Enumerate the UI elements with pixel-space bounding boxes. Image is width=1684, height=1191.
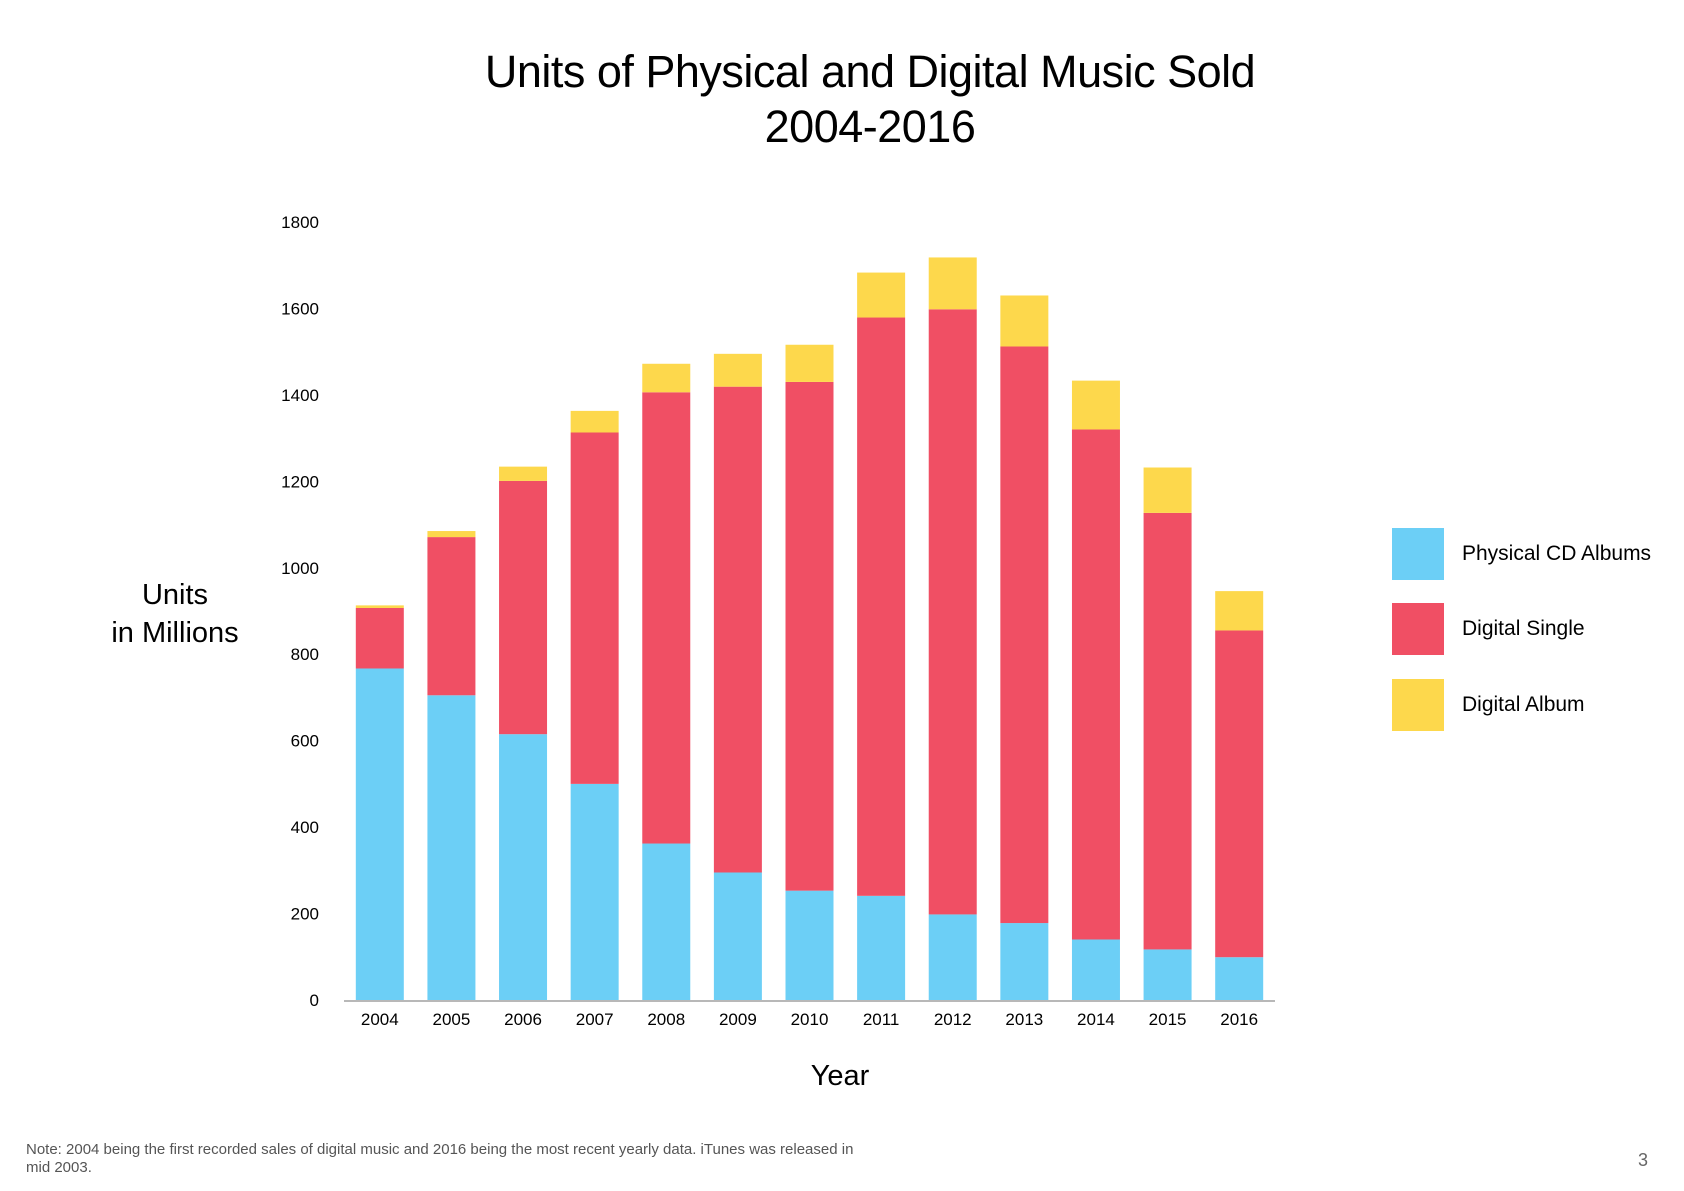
bar-segment-2013-digital-single	[1000, 346, 1049, 924]
bar-segment-2009-digital-album	[713, 353, 762, 387]
bar-segment-2008-digital-single	[642, 392, 691, 844]
legend-swatch-digital-single	[1392, 603, 1444, 655]
x-tick-label: 2015	[1149, 1010, 1187, 1029]
y-tick-label: 800	[291, 645, 319, 664]
y-tick-label: 400	[291, 818, 319, 837]
bar-segment-2009-physical-cd-albums	[713, 872, 762, 1000]
bar-segment-2014-digital-single	[1071, 429, 1120, 940]
x-tick-label: 2012	[934, 1010, 972, 1029]
bar-segment-2011-digital-single	[857, 317, 906, 896]
y-tick-label: 1800	[281, 213, 319, 232]
bar-segment-2010-digital-album	[785, 344, 834, 382]
footnote: Note: 2004 being the first recorded sale…	[26, 1141, 854, 1176]
legend-swatch-digital-album	[1392, 679, 1444, 731]
x-tick-label: 2011	[863, 1010, 900, 1029]
bar-segment-2005-digital-album	[427, 531, 476, 538]
bar-segment-2004-digital-single	[355, 607, 404, 669]
x-tick-label: 2006	[504, 1010, 542, 1029]
bar-segment-2011-physical-cd-albums	[857, 895, 906, 1000]
bar-segment-2016-physical-cd-albums	[1215, 957, 1264, 1000]
bar-segment-2013-physical-cd-albums	[1000, 923, 1049, 1000]
bar-segment-2014-digital-album	[1071, 380, 1120, 430]
legend-label-digital-single: Digital Single	[1462, 617, 1585, 640]
page-number: 3	[1637, 1150, 1648, 1170]
bar-segment-2006-digital-album	[499, 466, 548, 481]
x-tick-label: 2005	[433, 1010, 471, 1029]
y-tick-label: 200	[291, 905, 319, 924]
bar-segment-2010-physical-cd-albums	[785, 890, 834, 1000]
bar-segment-2008-physical-cd-albums	[642, 843, 691, 1000]
bar-segment-2006-physical-cd-albums	[499, 734, 548, 1000]
bar-segment-2016-digital-album	[1215, 591, 1264, 631]
y-axis-ticks: 0 200 400 600 800 1000 1200 1400 1600 1800	[281, 213, 319, 1010]
bar-segment-2005-physical-cd-albums	[427, 695, 476, 1000]
bar-segment-2015-digital-single	[1143, 512, 1192, 950]
bar-segment-2013-digital-album	[1000, 295, 1049, 347]
y-tick-label: 0	[310, 991, 319, 1010]
bar-segment-2005-digital-single	[427, 537, 476, 696]
bar-segment-2008-digital-album	[642, 363, 691, 393]
x-tick-label: 2004	[361, 1010, 399, 1029]
legend-item-digital-single: Digital Single	[1392, 603, 1585, 655]
x-tick-label: 2009	[719, 1010, 757, 1029]
bar-segment-2010-digital-single	[785, 381, 834, 891]
bar-segment-2007-digital-single	[570, 432, 619, 784]
legend-item-physical-cd-albums: Physical CD Albums	[1392, 528, 1651, 580]
bar-segment-2014-physical-cd-albums	[1071, 939, 1120, 1000]
x-axis-ticks: 2004 2005 2006 2007 2008 2009 2010 2011 2012 2013…	[361, 1010, 1258, 1029]
y-axis-label-line-1: Units	[141, 579, 209, 611]
bar-segment-2012-digital-album	[928, 257, 977, 310]
x-tick-label: 2013	[1005, 1010, 1043, 1029]
legend-item-digital-album: Digital Album	[1392, 679, 1585, 731]
chart-title-line-2: 2004-2016	[764, 101, 976, 152]
bar-segment-2007-digital-album	[570, 410, 619, 433]
legend-swatch-physical-cd-albums	[1392, 528, 1444, 580]
y-tick-label: 1600	[281, 299, 319, 318]
bar-segment-2015-digital-album	[1143, 467, 1192, 513]
bar-segment-2016-digital-single	[1215, 630, 1264, 958]
bar-segment-2004-physical-cd-albums	[355, 668, 404, 1000]
legend-label-physical-cd-albums: Physical CD Albums	[1462, 542, 1652, 565]
y-tick-label: 1400	[281, 386, 319, 405]
bar-segment-2006-digital-single	[499, 480, 548, 735]
x-tick-label: 2008	[647, 1010, 685, 1029]
y-axis-label-line-2: in Millions	[111, 617, 239, 649]
chart-title-line-1: Units of Physical and Digital Music Sold	[484, 46, 1256, 97]
bar-segment-2012-digital-single	[928, 309, 977, 915]
bar-segment-2015-physical-cd-albums	[1143, 949, 1192, 1000]
bar-segment-2004-digital-album	[355, 605, 404, 608]
x-tick-label: 2016	[1220, 1010, 1258, 1029]
x-tick-label: 2010	[791, 1010, 829, 1029]
y-tick-label: 1200	[281, 472, 319, 491]
x-tick-label: 2007	[576, 1010, 614, 1029]
x-axis-label: Year	[810, 1060, 870, 1092]
bar-segment-2009-digital-single	[713, 386, 762, 873]
legend-label-digital-album: Digital Album	[1462, 693, 1585, 716]
bar-segment-2012-physical-cd-albums	[928, 914, 977, 1000]
x-tick-label: 2014	[1077, 1010, 1115, 1029]
y-tick-label: 600	[291, 732, 319, 751]
bar-segment-2007-physical-cd-albums	[570, 783, 619, 1000]
y-tick-label: 1000	[281, 559, 319, 578]
bar-segment-2011-digital-album	[857, 272, 906, 318]
bars-group	[355, 257, 1264, 1000]
